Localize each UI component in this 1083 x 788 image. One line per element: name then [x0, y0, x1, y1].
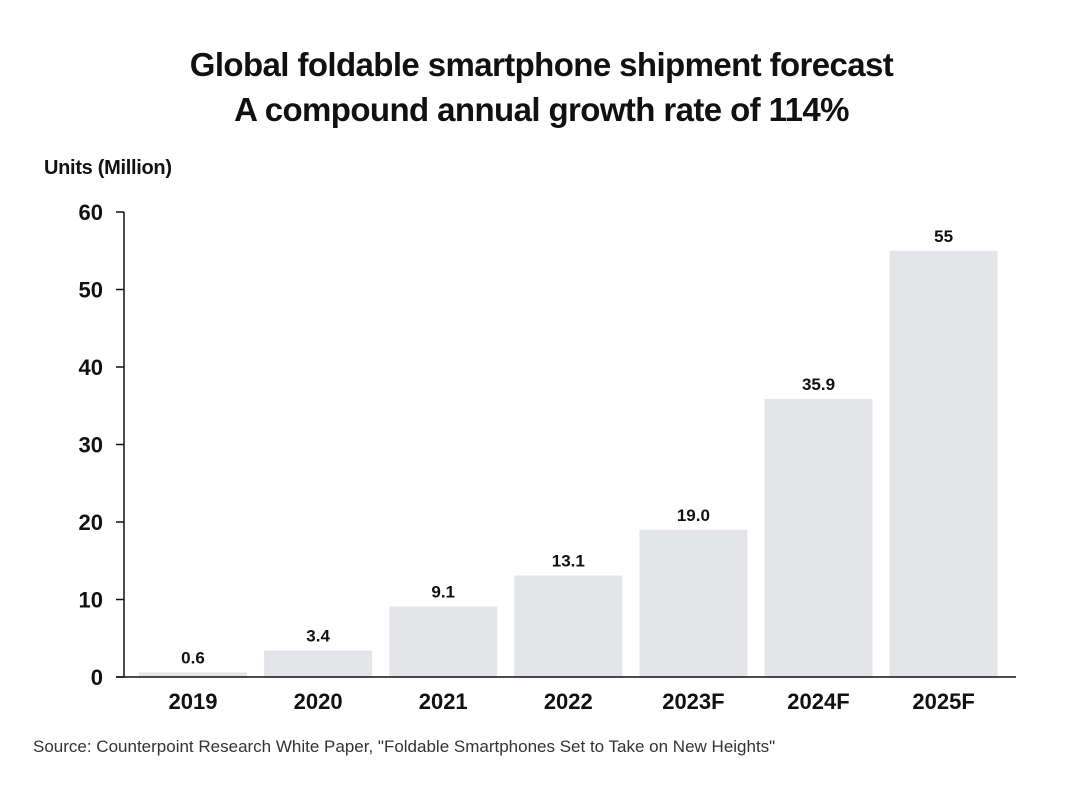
chart-subtitle: A compound annual growth rate of 114%: [234, 91, 849, 128]
x-tick-label-2020: 2020: [294, 689, 343, 714]
axes: 0 10 20 30 40 50 60: [79, 200, 1016, 690]
y-tick-label-40: 40: [79, 355, 103, 380]
bar-2019: [139, 672, 247, 677]
x-tick-label-2024f: 2024F: [787, 689, 849, 714]
y-tick-label-60: 60: [79, 200, 103, 225]
bar-2023f: [639, 529, 748, 678]
data-label-2022: 13.1: [552, 552, 585, 571]
y-axis-label: Units (Million): [44, 157, 172, 179]
data-label-2019: 0.6: [181, 648, 205, 667]
y-tick-label-0: 0: [91, 665, 103, 690]
bar-chart: 0.6 2019 3.4 2020 9.1 2021 13.1 2022 19.0 2023F 35…: [79, 200, 1016, 714]
bar-2024f: [764, 398, 873, 677]
x-tick-label-2023f: 2023F: [662, 689, 724, 714]
bar-2022: [514, 575, 623, 677]
source-note: Source: Counterpoint Research White Pape…: [33, 737, 776, 756]
bar-2025f: [889, 250, 998, 678]
x-tick-label-2021: 2021: [419, 689, 468, 714]
x-tick-label-2019: 2019: [169, 689, 218, 714]
y-tick-label-30: 30: [79, 433, 103, 458]
bars: [139, 250, 998, 678]
data-labels: 0.6 2019 3.4 2020 9.1 2021 13.1 2022 19.0 2023F 35…: [169, 227, 975, 714]
x-tick-label-2025f: 2025F: [912, 689, 974, 714]
bar-2020: [264, 650, 373, 677]
y-tick-label-20: 20: [79, 510, 103, 535]
data-label-2021: 9.1: [431, 583, 455, 602]
bar-2021: [389, 606, 498, 677]
x-tick-label-2022: 2022: [544, 689, 593, 714]
data-label-2024f: 35.9: [802, 375, 835, 394]
chart-title: Global foldable smartphone shipment fore…: [189, 46, 894, 83]
data-label-2023f: 19.0: [677, 506, 710, 525]
y-tick-label-10: 10: [79, 588, 103, 613]
data-label-2025f: 55: [934, 227, 953, 246]
y-tick-label-50: 50: [79, 278, 103, 303]
data-label-2020: 3.4: [306, 627, 330, 646]
